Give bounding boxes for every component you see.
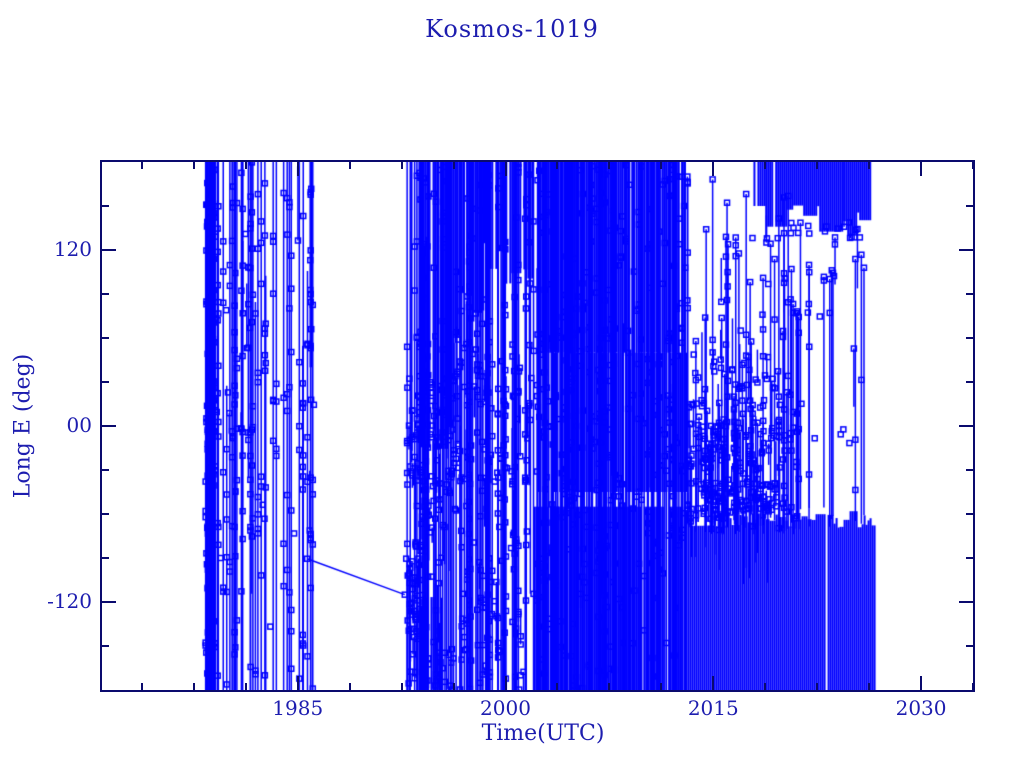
axis-tick [959,249,973,251]
y-tick-label: 120 [53,237,92,261]
axis-tick [245,683,247,690]
axis-tick [816,162,818,169]
axis-tick [966,381,973,383]
axis-tick [505,162,507,176]
axis-tick [102,425,116,427]
y-tick-label: 00 [66,413,92,437]
axis-tick [764,162,766,169]
axis-tick [972,683,974,690]
axis-tick [660,162,662,169]
axis-tick [102,513,109,515]
axis-tick [556,683,558,690]
axis-tick [764,683,766,690]
axis-tick [712,676,714,690]
axis-tick [972,162,974,169]
chart-title: Kosmos-1019 [425,15,599,43]
axis-tick [712,162,714,176]
axis-tick [102,293,109,295]
axis-tick [966,645,973,647]
x-tick-label: 2030 [895,696,947,720]
plot-area [100,160,975,692]
axis-tick [608,683,610,690]
axis-tick [102,645,109,647]
axis-tick [102,469,109,471]
y-tick-label: -120 [47,589,92,613]
axis-tick [966,337,973,339]
axis-tick [920,162,922,176]
axis-tick [608,162,610,169]
axis-tick [245,162,247,169]
axis-tick [102,337,109,339]
axis-tick [297,676,299,690]
x-tick-label: 2000 [480,696,531,720]
axis-tick [660,683,662,690]
axis-tick [453,162,455,169]
x-axis-title: Time(UTC) [481,721,605,746]
axis-tick [453,683,455,690]
axis-tick [193,162,195,169]
axis-tick [966,513,973,515]
x-tick-label: 2015 [687,696,739,720]
axis-tick [102,381,109,383]
axis-tick [868,162,870,169]
axis-tick [102,601,116,603]
axis-tick [816,683,818,690]
axis-tick [556,162,558,169]
axis-tick [966,293,973,295]
axis-tick [102,249,116,251]
axis-tick [868,683,870,690]
axis-tick [193,683,195,690]
axis-tick [297,162,299,176]
axis-tick [966,205,973,207]
axis-tick [966,557,973,559]
axis-tick [102,205,109,207]
x-tick-label: 1985 [272,696,324,720]
data-canvas [102,162,973,690]
axis-tick [349,162,351,169]
axis-tick [401,683,403,690]
axis-tick [102,557,109,559]
axis-tick [505,676,507,690]
axis-tick [141,683,143,690]
axis-tick [141,162,143,169]
axis-tick [920,676,922,690]
axis-tick [349,683,351,690]
axis-tick [959,601,973,603]
axis-tick [401,162,403,169]
axis-tick [966,469,973,471]
axis-tick [959,425,973,427]
